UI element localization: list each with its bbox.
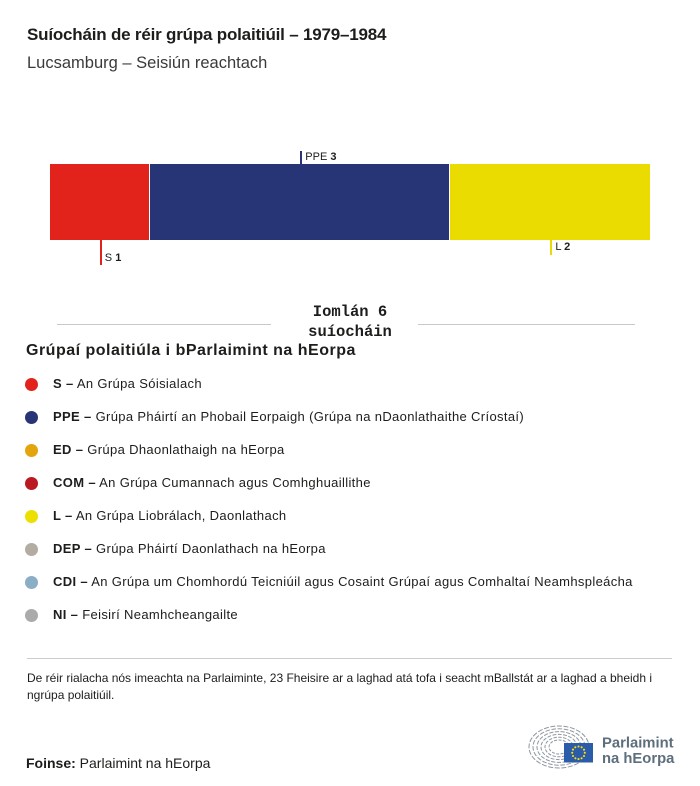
svg-text:na hEorpa: na hEorpa bbox=[602, 751, 675, 767]
svg-text:Parlaimint: Parlaimint bbox=[602, 736, 674, 752]
